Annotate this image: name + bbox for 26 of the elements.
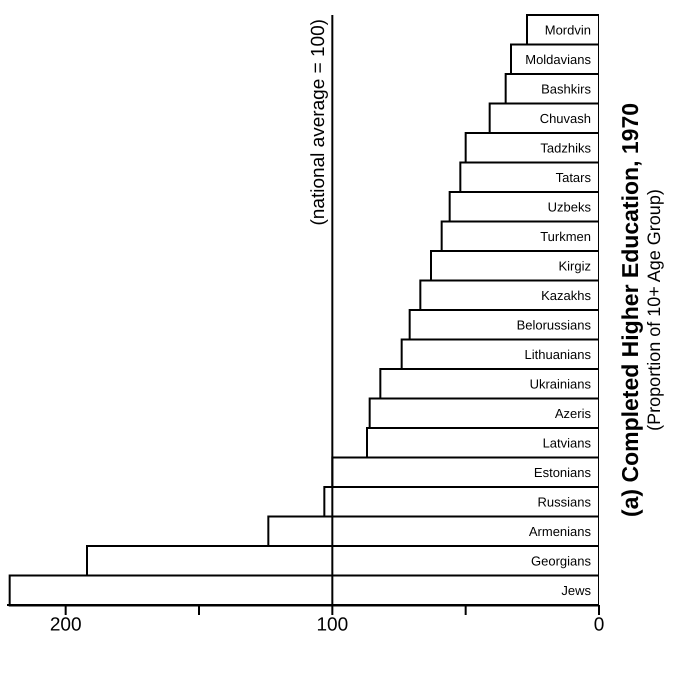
y-tick-label: Azeris — [554, 406, 592, 421]
y-tick-label: Ukrainians — [530, 376, 592, 392]
y-tick-label: Lithuanians — [524, 346, 592, 362]
y-tick-label: Tatars — [556, 170, 592, 185]
y-tick-label: Belorussians — [516, 317, 592, 332]
x-tick-label: 200 — [50, 614, 82, 636]
y-tick-label: Kirgiz — [558, 258, 591, 274]
y-tick-label: Russians — [538, 494, 592, 510]
y-tick-label: Turkmen — [540, 228, 591, 244]
y-tick-label: Jews — [561, 582, 592, 598]
x-tick-label: 100 — [316, 614, 348, 636]
y-tick-label: Chuvash — [540, 110, 591, 126]
y-tick-label: Tadzhiks — [540, 140, 592, 156]
y-tick-label: Bashkirs — [541, 81, 592, 96]
text: (Proportion of 10+ Age Group) — [644, 188, 665, 433]
y-tick-label: Georgians — [531, 553, 592, 568]
y-tick-label: Latvians — [542, 435, 592, 450]
y-tick-label: Armenians — [528, 524, 592, 539]
y-tick-label: Kazakhs — [541, 288, 592, 303]
text: (a) Completed Higher Education, 1970 — [617, 102, 644, 520]
ref-line-label: (national average = 100) — [308, 19, 329, 226]
y-tick-label: Moldavians — [525, 52, 592, 67]
y-tick-label: Estonians — [534, 464, 592, 480]
y-tick-label: Mordvin — [544, 22, 591, 38]
x-tick-label: 0 — [594, 614, 604, 636]
y-tick-label: Uzbeks — [548, 199, 592, 214]
